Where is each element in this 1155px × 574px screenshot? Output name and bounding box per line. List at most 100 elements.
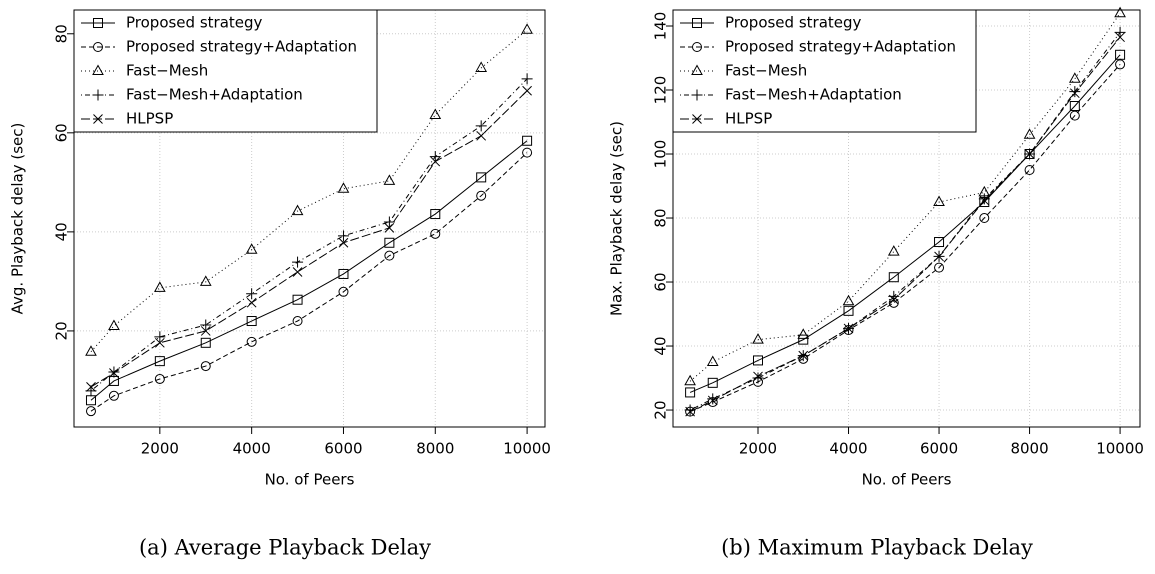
y-tick-label: 40 [652,336,670,355]
marker [475,120,487,132]
marker [246,336,257,347]
marker [292,316,303,327]
x-tick-label: 4000 [233,440,271,458]
marker [200,326,211,336]
x-tick-label: 10000 [1096,440,1144,458]
marker [429,151,441,163]
marker [383,174,396,185]
legend-label: Proposed strategy [126,14,263,32]
marker [692,114,702,124]
marker [93,18,103,28]
marker [934,237,945,248]
marker [154,331,166,343]
marker [798,350,809,361]
marker [522,135,533,146]
legend-box [73,9,378,133]
marker [842,294,855,306]
marker [521,73,533,85]
marker [979,213,990,224]
series-line [689,54,1121,393]
marker [245,243,258,254]
marker [476,172,487,183]
y-tick-label: 40 [53,222,71,241]
marker [692,18,702,28]
x-tick-label: 8000 [1010,440,1048,458]
legend-label: Proposed strategy+Adaptation [725,38,956,56]
marker [476,130,487,141]
marker [978,193,990,205]
marker [1024,149,1035,159]
marker [1115,49,1126,60]
marker [108,390,119,401]
marker [707,395,718,406]
legend-label: Fast−Mesh [126,62,208,80]
marker [1024,165,1035,176]
x-tick-label: 4000 [829,440,867,458]
marker [1069,110,1080,121]
marker [707,377,718,388]
marker [685,387,696,398]
marker [753,371,763,382]
marker [1023,128,1036,139]
marker [200,361,211,372]
marker [691,64,703,75]
marker [246,288,258,300]
legend-label: HLPSP [725,110,772,128]
legend-label: HLPSP [126,110,173,128]
x-tick-label: 2000 [141,440,179,458]
x-tick-label: 8000 [416,440,454,458]
y-tick-label: 120 [652,76,670,105]
marker [522,85,532,96]
marker [888,294,899,305]
y-tick-label: 20 [652,400,670,419]
y-tick-label: 80 [652,208,670,227]
marker [338,268,349,279]
marker [92,89,104,101]
marker [752,355,763,366]
marker [1115,32,1125,43]
marker [1114,26,1126,38]
marker [292,256,304,268]
y-tick-label: 60 [53,123,71,142]
marker [338,286,349,297]
y-tick-label: 80 [53,24,71,43]
marker [1069,86,1081,98]
marker [979,195,990,206]
series-line [90,90,528,388]
marker [86,382,96,392]
marker [843,305,854,316]
marker [933,195,945,207]
marker [522,147,533,158]
marker [200,319,212,331]
marker [246,297,257,308]
series-line [90,152,528,412]
marker [429,108,442,119]
marker [685,406,695,417]
marker [798,334,809,345]
marker [154,373,165,384]
legend-label: Fast−Mesh+Adaptation [725,86,902,104]
marker [384,223,395,233]
marker [85,345,97,356]
y-tick-label: 60 [652,272,670,291]
marker [684,374,696,386]
marker [291,204,304,216]
marker [430,156,441,167]
marker [85,406,96,417]
marker [521,23,533,34]
marker [93,42,103,52]
legend-label: Proposed strategy [725,14,862,32]
marker [292,267,303,277]
marker [109,368,119,378]
marker [888,272,899,283]
marker [199,275,212,286]
marker [108,366,120,378]
marker [154,337,165,348]
marker [797,328,810,339]
y-tick-label: 100 [652,140,670,169]
marker [752,333,764,344]
chart: 2000 4000 6000 8000 10000 20 40 60 80 Proposed st… [9,9,551,560]
legend-label: Fast−Mesh [725,62,807,80]
legend-label: Fast−Mesh+Adaptation [126,86,303,104]
